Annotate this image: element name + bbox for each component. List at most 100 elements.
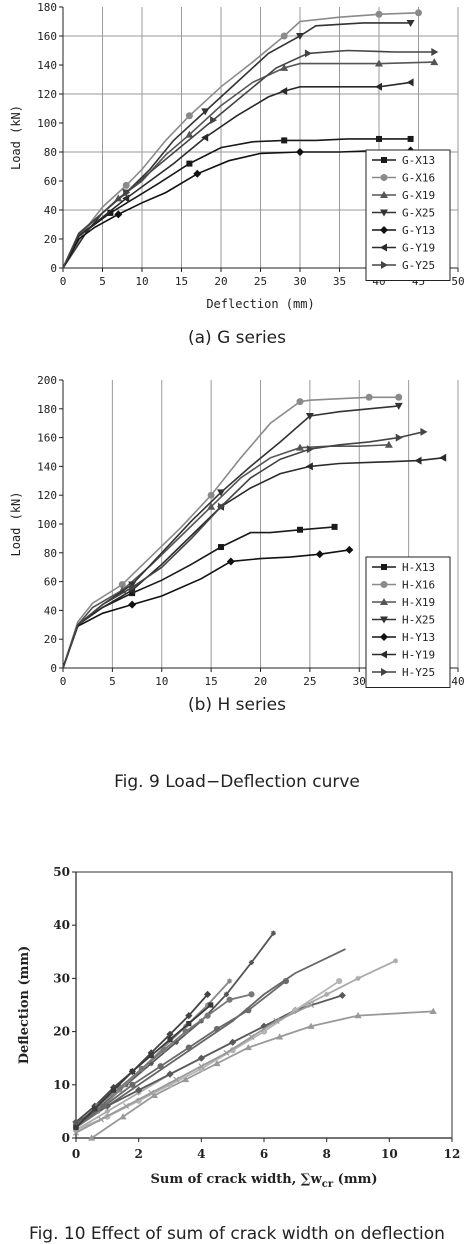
data-point: [72, 1118, 80, 1126]
series-4: [88, 1007, 437, 1141]
x-tick-label: 2: [134, 1147, 142, 1161]
y-tick-label: 120: [37, 489, 57, 502]
data-point: [166, 1070, 174, 1078]
y-tick-label: 60: [44, 576, 57, 589]
legend-marker: [380, 616, 388, 624]
data-point: [307, 1022, 315, 1029]
series-line: [75, 980, 287, 1129]
y-tick-label: 140: [37, 59, 57, 72]
data-point: [415, 9, 422, 17]
data-point: [128, 581, 137, 589]
x-tick-label: 0: [72, 1147, 80, 1161]
x-tick-label: 0: [60, 275, 67, 288]
figure-9b: 0510152025303540020406080100120140160180…: [0, 362, 474, 722]
data-point: [315, 550, 324, 559]
data-point: [280, 32, 288, 40]
x-tick-label: 0: [60, 675, 67, 688]
y-tick-label: 0: [50, 662, 57, 675]
data-point: [123, 1103, 130, 1110]
data-point: [296, 148, 304, 156]
data-point: [304, 49, 312, 58]
y-tick-label: 80: [44, 547, 57, 560]
data-point: [148, 1060, 154, 1067]
data-point: [217, 489, 225, 497]
data-point: [193, 169, 202, 178]
data-point: [129, 1068, 135, 1075]
data-point: [376, 135, 382, 142]
data-point: [92, 1106, 98, 1112]
legend-marker: [380, 174, 388, 181]
series-11: [73, 1002, 214, 1130]
plot-area: [75, 871, 453, 1139]
data-point: [129, 1081, 136, 1088]
data-point: [197, 1054, 205, 1062]
y-tick-label: 80: [44, 146, 57, 159]
data-point: [207, 491, 215, 499]
data-point: [223, 991, 229, 997]
y-tick-label: 100: [37, 117, 57, 130]
x-axis-label: Sum of crack width, ∑wcr (mm): [151, 1172, 378, 1190]
data-point: [218, 544, 224, 551]
x-tick-label: 15: [205, 675, 218, 688]
data-point: [128, 600, 137, 609]
x-tick-label: 15: [175, 275, 188, 288]
data-point: [375, 10, 383, 18]
series-g-y19: [62, 78, 414, 269]
y-tick-label: 60: [44, 175, 57, 188]
data-point: [280, 63, 289, 71]
x-tick-label: 40: [451, 675, 464, 688]
data-point: [73, 1124, 79, 1130]
legend-marker: [381, 668, 388, 676]
figure-10: 0 2 4 6 8 10 12 0 10 20 30 40 50 Sum of crack width, …: [0, 860, 474, 1244]
data-point: [118, 580, 126, 588]
legend-box: [365, 149, 451, 281]
x-tick-label: 10: [381, 1147, 398, 1161]
legend-label: G-Y19: [402, 242, 435, 255]
y-tick-label: 20: [44, 233, 57, 246]
data-point: [296, 443, 304, 451]
chart-crack-width: 0 2 4 6 8 10 12 0 10 20 30 40 50 Sum of crack width, …: [17, 865, 460, 1190]
x-tick-label: 30: [293, 275, 306, 288]
y-tick-label: 40: [44, 604, 57, 617]
series-line: [75, 1004, 312, 1134]
data-point: [182, 1028, 189, 1035]
data-point: [208, 1002, 214, 1008]
legend-marker: [381, 261, 388, 269]
figure-9a: 0 5 10 15 20 25 30 35 40 45 50 0 20 40 60 80 100 120 140 16…: [0, 0, 474, 348]
data-point: [107, 209, 114, 216]
legend-marker: [380, 209, 388, 217]
data-point: [354, 1012, 362, 1019]
data-point: [395, 393, 403, 401]
y-axis-label: Load (kN): [9, 491, 23, 556]
y-tick-label: 10: [53, 1078, 70, 1092]
legend: G-X13 G-X16 G-X19 G-X25 G-Y13 G-Y19 G-Y25: [365, 149, 451, 281]
data-point: [207, 502, 216, 510]
data-point: [160, 1047, 167, 1054]
x-tick-label: 10: [135, 275, 148, 288]
data-point: [157, 1063, 164, 1070]
data-point: [355, 975, 361, 981]
x-tick-label: 6: [260, 1147, 268, 1161]
x-tick-label: 50: [451, 275, 464, 288]
data-point: [129, 583, 137, 592]
legend-label: H-Y19: [402, 649, 435, 662]
y-tick-label: 180: [37, 403, 57, 416]
data-point: [248, 959, 255, 966]
data-point: [182, 1075, 190, 1083]
data-point: [173, 1039, 179, 1045]
data-point: [276, 1033, 284, 1040]
y-tick-label: 120: [37, 88, 57, 101]
series-line: [91, 1010, 434, 1139]
data-point: [431, 47, 439, 56]
x-tick-label: 20: [214, 275, 227, 288]
data-point: [406, 78, 414, 87]
data-point: [110, 1083, 118, 1092]
y-tick-label: 160: [37, 30, 57, 43]
data-point: [393, 958, 399, 964]
data-point: [167, 1036, 173, 1043]
chart-h-series: 0510152025303540020406080100120140160180…: [9, 374, 465, 711]
series-line: [62, 81, 411, 269]
series-line: [75, 1004, 212, 1129]
data-point: [122, 194, 130, 203]
data-point: [218, 502, 225, 511]
